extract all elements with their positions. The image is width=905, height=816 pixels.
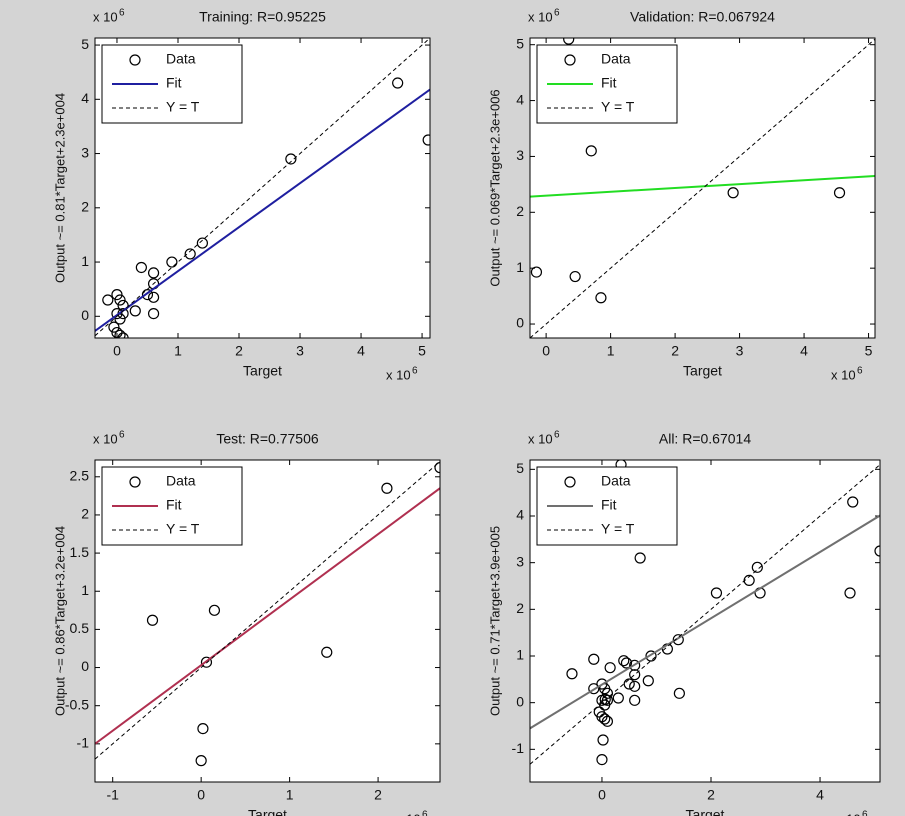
scale-label: x 10 [396,811,421,816]
x-tick-label: 2 [707,787,715,803]
x-tick-label: 0 [197,787,205,803]
x-tick-label: 1 [607,343,615,359]
y-tick-label: -1 [512,740,525,756]
x-tick-label: 2 [671,343,679,359]
x-tick-label: 2 [374,787,382,803]
scale-power: 6 [857,366,863,377]
legend-label: Fit [166,497,182,513]
y-tick-label: 3 [516,147,524,163]
scale-power: 6 [554,430,560,441]
legend-label: Data [601,51,631,67]
y-tick-label: 4 [516,507,524,523]
scale-label: x 10 [528,431,553,446]
x-tick-label: 1 [174,343,182,359]
y-tick-label: 0 [516,693,524,709]
chart-title: Test: R=0.77506 [216,431,319,447]
legend-label: Fit [166,75,182,91]
y-tick-label: 0 [81,658,89,674]
x-axis-label: Target [248,807,287,816]
x-tick-label: 4 [357,343,365,359]
x-tick-label: 4 [800,343,808,359]
y-tick-label: 1 [81,253,89,269]
y-tick-label: 5 [81,36,89,52]
y-tick-label: 1 [516,259,524,275]
chart-title: All: R=0.67014 [659,431,751,447]
y-axis-label: Output ~= 0.86*Target+3.2e+004 [52,526,67,716]
legend-label: Y = T [166,521,200,537]
y-tick-label: 0.5 [70,620,90,636]
y-tick-label: 5 [516,35,524,51]
legend-label: Data [166,473,196,489]
figure: 0 1 2 3 4 5 0 1 2 3 4 5 Data Fit Y = T Training: R=0.95… [0,0,905,816]
legend-label: Y = T [601,521,635,537]
chart-title: Training: R=0.95225 [199,9,326,25]
y-axis-label: Output ~= 0.71*Target+3.9e+005 [487,526,502,716]
scale-label: x 10 [386,367,411,382]
y-tick-label: 0 [516,315,524,331]
legend-label: Data [166,51,196,67]
y-tick-label: 1 [516,647,524,663]
scale-power: 6 [554,8,560,19]
scale-power: 6 [119,430,125,441]
subplot: -1 0 1 2 -1 -0.5 0 0.5 1 1.5 2 2.5 Data Fit Y = T Test:… [52,430,445,816]
legend-label: Y = T [601,99,635,115]
x-tick-label: 0 [542,343,550,359]
x-tick-label: 5 [865,343,873,359]
scale-power: 6 [422,810,428,816]
x-tick-label: 0 [598,787,606,803]
x-tick-label: 3 [296,343,304,359]
scale-power: 6 [412,366,418,377]
scale-label: x 10 [831,367,856,382]
scale-label: x 10 [93,9,118,24]
subplot: 0 1 2 3 4 5 0 1 2 3 4 5 Data Fit Y = T Validation: R=0.… [487,8,875,383]
y-tick-label: 2 [516,203,524,219]
x-axis-label: Target [683,363,722,379]
x-axis-label: Target [243,363,282,379]
x-tick-label: 5 [418,343,426,359]
scale-label: x 10 [836,811,861,816]
x-tick-label: 0 [113,343,121,359]
x-tick-label: 4 [816,787,824,803]
y-tick-label: -1 [77,735,90,751]
y-tick-label: 4 [81,90,89,106]
scale-label: x 10 [93,431,118,446]
y-tick-label: 2 [81,199,89,215]
subplot: 0 1 2 3 4 5 0 1 2 3 4 5 Data Fit Y = T Training: R=0.95… [52,8,433,383]
subplot: 0 2 4 -1 0 1 2 3 4 5 Data Fit Y = T All: R=0.67014 Tar… [487,430,885,816]
scale-label: x 10 [528,9,553,24]
y-axis-label: Output ~= 0.81*Target+2.3e+004 [52,93,67,283]
y-tick-label: -0.5 [65,696,89,712]
y-tick-label: 2 [516,600,524,616]
y-tick-label: 1 [81,582,89,598]
y-axis-label: Output ~= 0.069*Target+2.3e+006 [487,89,502,286]
x-tick-label: -1 [106,787,119,803]
scale-power: 6 [862,810,868,816]
y-tick-label: 0 [81,307,89,323]
legend-label: Data [601,473,631,489]
legend-label: Fit [601,497,617,513]
y-tick-label: 3 [516,553,524,569]
scale-power: 6 [119,8,125,19]
x-axis-label: Target [686,807,725,816]
y-tick-label: 5 [516,460,524,476]
y-tick-label: 4 [516,91,524,107]
x-tick-label: 1 [286,787,294,803]
chart-title: Validation: R=0.067924 [630,9,775,25]
y-tick-label: 2 [81,506,89,522]
x-tick-label: 2 [235,343,243,359]
y-tick-label: 1.5 [70,544,90,560]
x-tick-label: 3 [736,343,744,359]
legend-label: Fit [601,75,617,91]
legend-label: Y = T [166,99,200,115]
y-tick-label: 3 [81,144,89,160]
y-tick-label: 2.5 [70,467,90,483]
